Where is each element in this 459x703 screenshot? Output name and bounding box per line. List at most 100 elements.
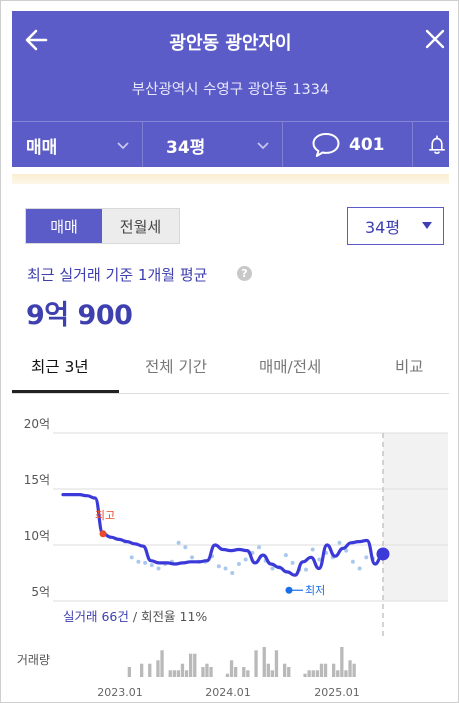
- trade-dot: [303, 567, 308, 572]
- comments-button[interactable]: 401: [283, 122, 413, 168]
- trade-dot: [357, 566, 362, 571]
- toggle-rent[interactable]: 전월세: [119, 217, 162, 236]
- speech-bubble-icon: [312, 133, 340, 157]
- low-label: 최저: [305, 584, 325, 597]
- trade-dot: [290, 560, 295, 565]
- volume-bar: [242, 667, 246, 677]
- notification-button[interactable]: [413, 122, 449, 168]
- size-label: 34평: [166, 137, 206, 158]
- trade-dot: [337, 540, 342, 545]
- volume-bar: [340, 647, 344, 677]
- volume-bar: [315, 670, 319, 677]
- trade-dot: [364, 555, 369, 560]
- size-select-value: 34평: [365, 218, 401, 237]
- volume-bar: [336, 670, 340, 677]
- volume-bar: [184, 670, 189, 677]
- trade-dot: [149, 563, 154, 568]
- help-icon[interactable]: ?: [237, 266, 252, 281]
- volume-bar: [180, 663, 185, 677]
- volume-bar: [156, 660, 160, 677]
- volume-bar: [140, 663, 144, 677]
- trade-dot: [129, 555, 134, 560]
- close-icon[interactable]: [423, 27, 447, 51]
- volume-bar: [172, 670, 176, 677]
- trade-dot: [176, 540, 181, 545]
- size-select[interactable]: 34평: [347, 207, 444, 245]
- volume-bar: [193, 653, 197, 677]
- trade-dot: [183, 545, 188, 550]
- deal-type-label: 매매: [26, 137, 58, 158]
- high-marker: [99, 530, 107, 538]
- volume-bar: [246, 670, 250, 677]
- price-line: [61, 493, 385, 577]
- tab-compare[interactable]: 비교: [395, 358, 424, 376]
- volume-bar: [352, 663, 356, 677]
- volume-axis-label: 거래량: [17, 653, 50, 667]
- deal-type-dropdown[interactable]: 매매: [12, 122, 143, 168]
- volume-bar: [319, 663, 324, 677]
- trade-dot: [243, 557, 248, 562]
- volume-bar: [262, 647, 266, 677]
- deal-type-toggle: 매매 전월세: [25, 208, 180, 244]
- volume-bar: [201, 667, 205, 677]
- volume-bar: [323, 663, 328, 677]
- volume-bar: [311, 670, 315, 677]
- volume-bar: [287, 667, 291, 677]
- trade-dot: [216, 564, 221, 569]
- volume-bar: [274, 650, 279, 677]
- chevron-down-icon: [257, 142, 269, 150]
- volume-bar: [229, 660, 234, 677]
- volume-bar: [266, 663, 270, 677]
- volume-bar: [205, 663, 209, 677]
- latest-point: [376, 547, 390, 561]
- size-dropdown[interactable]: 34평: [143, 122, 283, 168]
- trade-dot: [310, 547, 315, 552]
- average-price: 9억 900: [26, 300, 133, 331]
- page-title: 광안동 광안자이: [169, 33, 292, 54]
- deal-count-summary: 실거래 66건 / 회전율 11%: [63, 609, 207, 624]
- bell-icon: [429, 135, 445, 154]
- average-label: 최근 실거래 기준 1개월 평균: [27, 266, 208, 284]
- header-bar: 광안동 광안자이 부산광역시 수영구 광안동 1334 매매 34평: [12, 11, 449, 168]
- trade-dot: [350, 559, 355, 564]
- back-arrow-icon[interactable]: [24, 27, 50, 53]
- volume-bar: [127, 667, 131, 677]
- trade-dot: [230, 571, 235, 575]
- trade-dot: [257, 545, 262, 550]
- trade-dot: [317, 557, 322, 562]
- trade-dot: [344, 548, 349, 553]
- active-tab-indicator: [12, 390, 119, 393]
- trade-dot: [223, 566, 228, 571]
- chevron-down-icon: [117, 142, 129, 150]
- y-tick-label: 20억: [24, 417, 50, 431]
- x-tick-label: 2024.01: [205, 686, 251, 699]
- trade-dot: [143, 560, 148, 565]
- trade-dot: [156, 566, 161, 571]
- x-tick-label: 2023.01: [97, 686, 143, 699]
- filter-bar: 매매 34평 401: [12, 121, 449, 168]
- high-label: 최고: [95, 509, 115, 522]
- y-tick-label: 10억: [24, 529, 50, 543]
- toggle-sale[interactable]: 매매: [26, 209, 102, 243]
- tab-sale-jeonse[interactable]: 매매/전세: [259, 358, 322, 376]
- tab-recent-3y[interactable]: 최근 3년: [31, 358, 89, 376]
- trade-dot: [190, 555, 195, 560]
- low-marker: [285, 586, 293, 594]
- volume-bar: [254, 650, 258, 677]
- volume-bar: [332, 663, 336, 677]
- turnover-rate: / 회전율 11%: [129, 609, 208, 624]
- trade-dot: [283, 553, 288, 558]
- tab-all-period[interactable]: 전체 기간: [145, 358, 207, 376]
- trade-dot: [136, 559, 141, 564]
- volume-bar: [344, 670, 348, 677]
- volume-bar: [283, 663, 287, 677]
- trade-dot: [270, 566, 275, 571]
- comment-count: 401: [349, 135, 385, 155]
- volume-bar: [303, 673, 307, 677]
- future-region: [383, 433, 448, 601]
- address-text: 부산광역시 수영구 광안동 1334: [131, 82, 330, 98]
- volume-bar: [307, 670, 311, 677]
- period-tabs: 최근 3년 전체 기간 매매/전세 비교: [12, 339, 449, 394]
